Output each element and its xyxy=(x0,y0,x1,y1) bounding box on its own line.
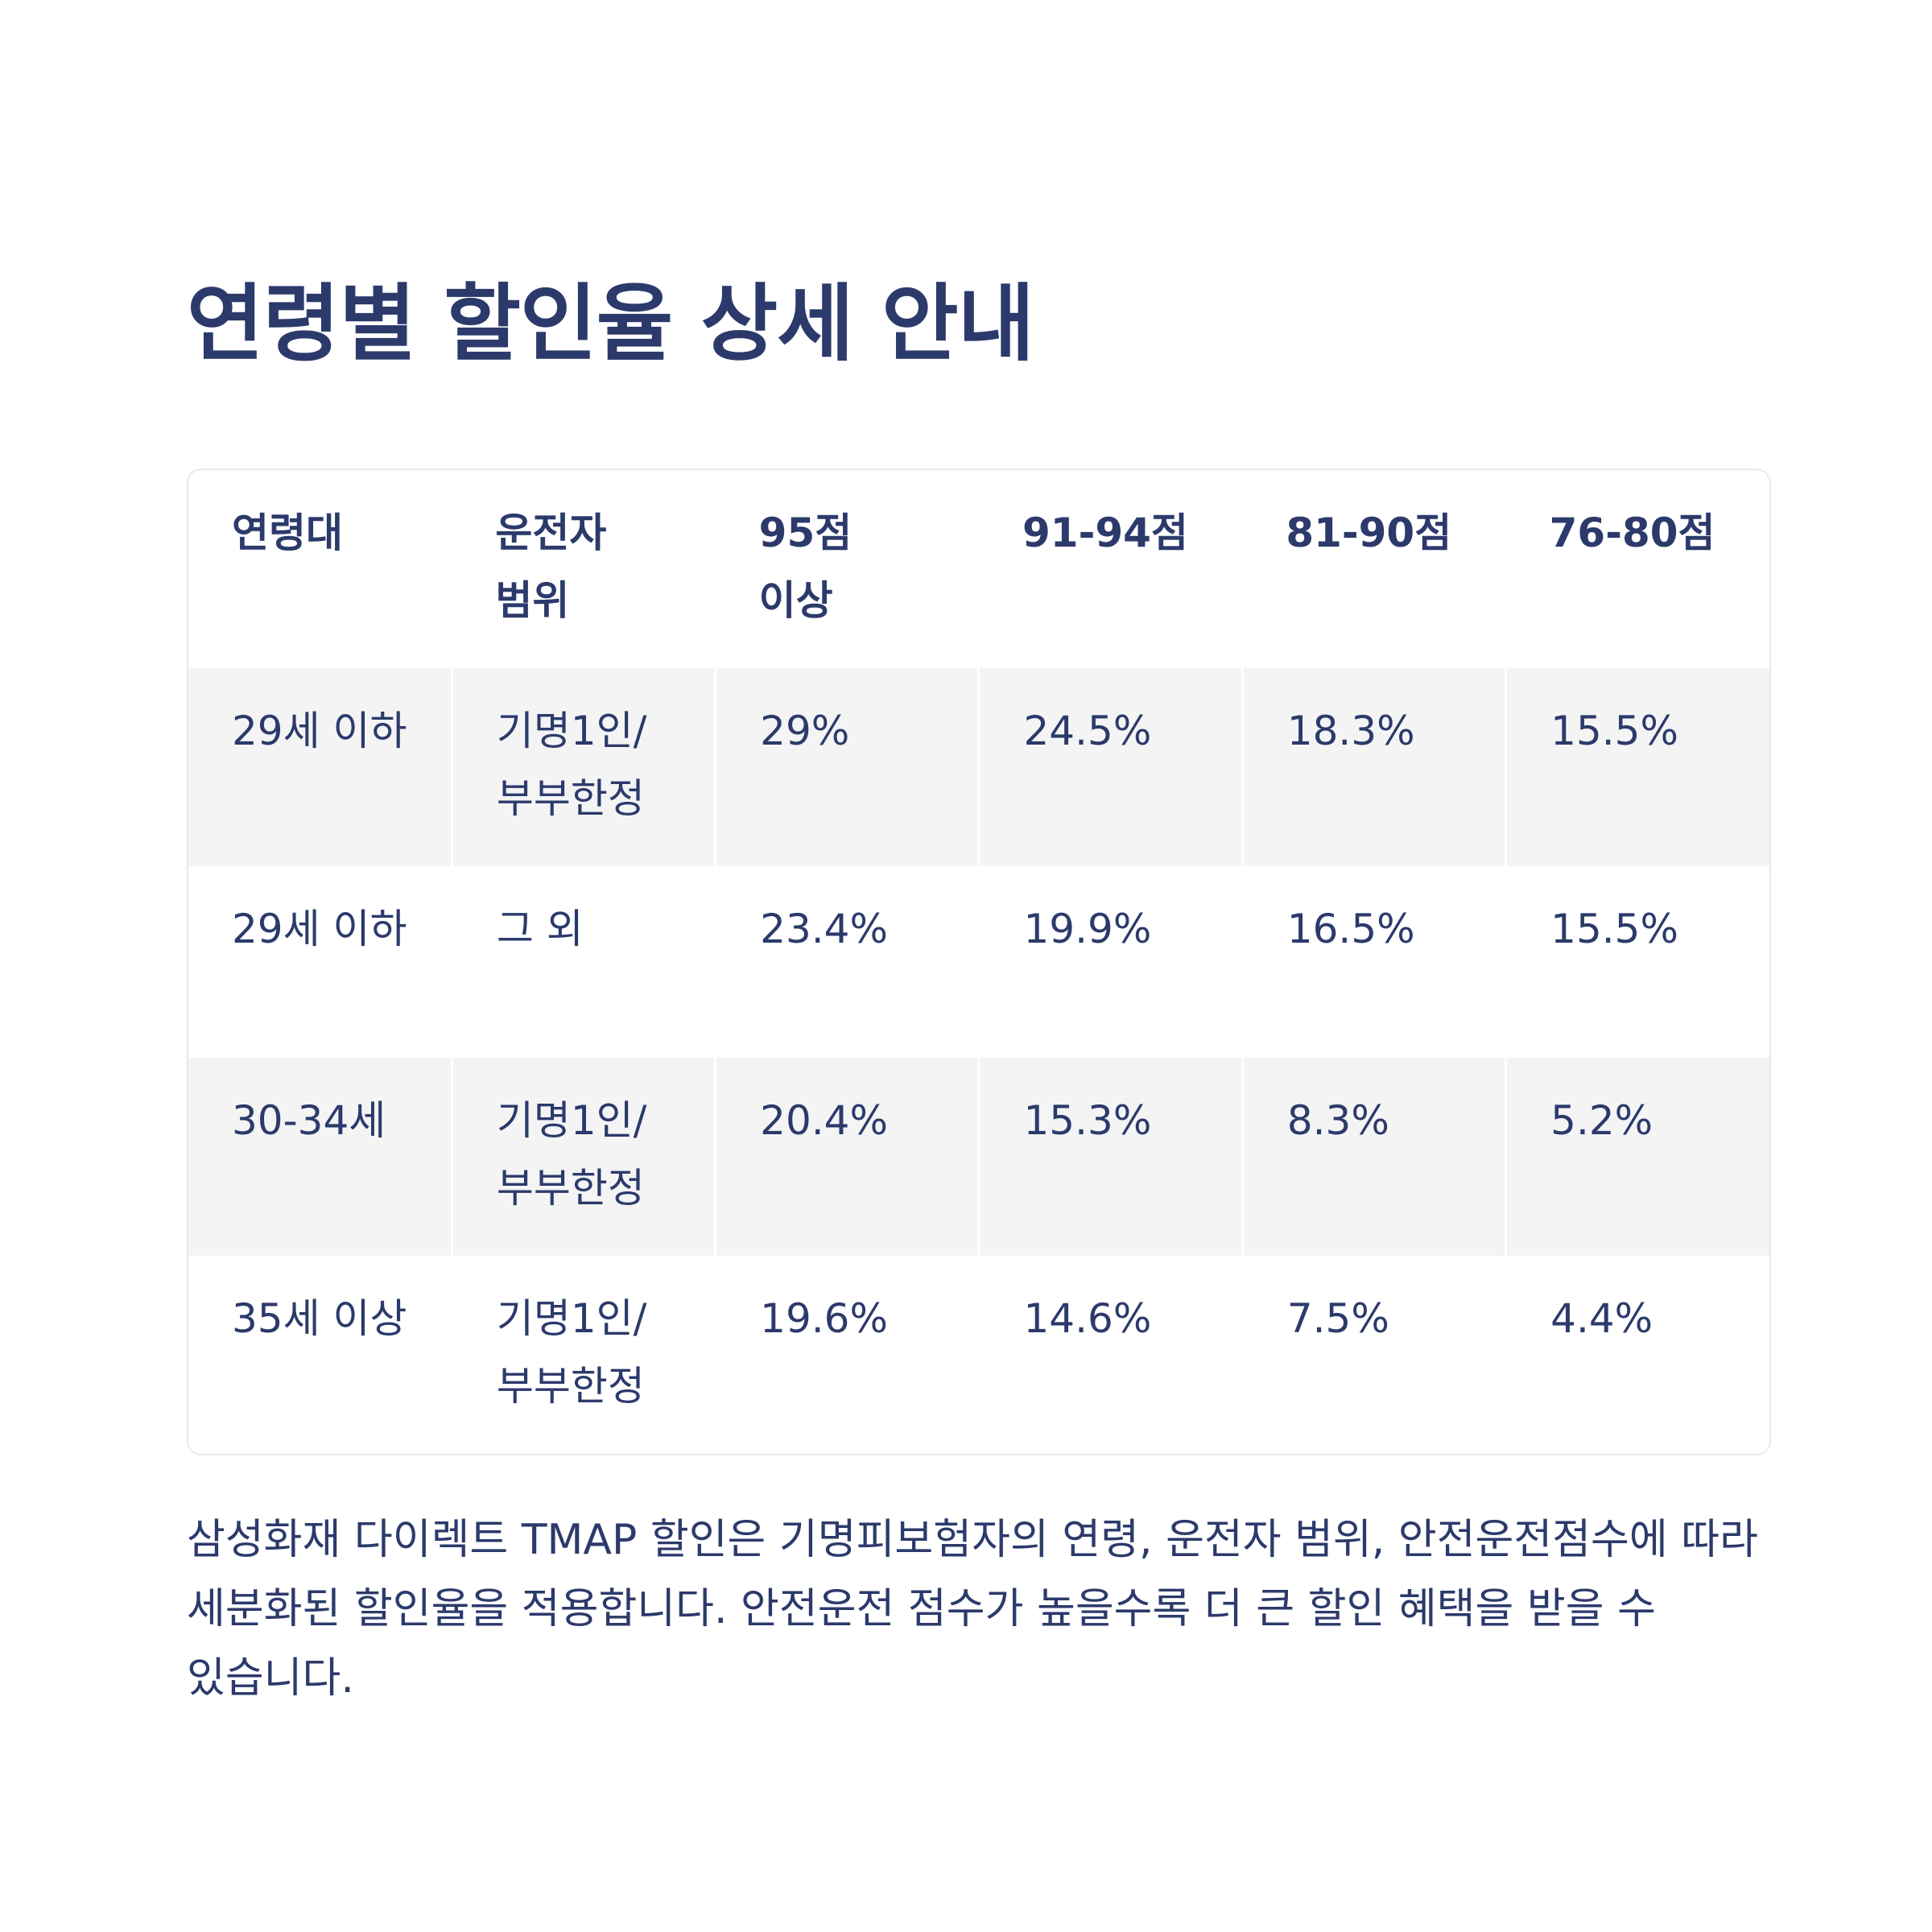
cell-rate-91-94: 24.5% xyxy=(977,668,1243,866)
discount-rate-table-container: 연령대 운전자 범위 95점 이상 91-94점 81-90점 76-80점 2… xyxy=(187,469,1771,1455)
table-row: 35세 이상 기명1인/부부한정 19.6% 14.6% 7.5% 4.4% xyxy=(188,1256,1769,1454)
cell-age-group: 29세 이하 xyxy=(188,866,452,1058)
table-row: 29세 이하 기명1인/부부한정 29% 24.5% 18.3% 15.5% xyxy=(188,668,1769,866)
description-text: 삼성화재 다이렉트 TMAP 할인은 기명피보험자의 연령, 운전자 범위, 안… xyxy=(187,1516,1758,1703)
cell-rate-81-90: 7.5% xyxy=(1241,1256,1506,1454)
cell-rate-95-plus: 23.4% xyxy=(714,866,979,1058)
cell-rate-91-94: 19.9% xyxy=(977,866,1243,1058)
page-title: 연령별 할인율 상세 안내 xyxy=(187,275,1034,373)
cell-rate-91-94: 14.6% xyxy=(977,1256,1243,1454)
cell-rate-76-80: 4.4% xyxy=(1505,1256,1769,1454)
cell-rate-81-90: 8.3% xyxy=(1241,1058,1506,1256)
header-score-91-94: 91-94점 xyxy=(978,470,1243,668)
cell-rate-76-80: 15.5% xyxy=(1505,866,1769,1058)
cell-driver-scope: 기명1인/부부한정 xyxy=(450,668,716,866)
cell-rate-91-94: 15.3% xyxy=(977,1058,1243,1256)
header-score-81-90: 81-90점 xyxy=(1242,470,1506,668)
cell-driver-scope: 기명1인/부부한정 xyxy=(450,1058,716,1256)
cell-rate-76-80: 15.5% xyxy=(1505,668,1769,866)
cell-rate-81-90: 18.3% xyxy=(1241,668,1506,866)
header-score-95-plus: 95점 이상 xyxy=(715,470,979,668)
cell-age-group: 35세 이상 xyxy=(188,1256,452,1454)
cell-rate-81-90: 16.5% xyxy=(1241,866,1506,1058)
header-age-group: 연령대 xyxy=(188,470,452,668)
cell-driver-scope: 그 외 xyxy=(450,866,716,1058)
cell-age-group: 29세 이하 xyxy=(188,668,452,866)
discount-rate-table: 연령대 운전자 범위 95점 이상 91-94점 81-90점 76-80점 2… xyxy=(188,470,1769,1454)
table-row: 30-34세 기명1인/부부한정 20.4% 15.3% 8.3% 5.2% xyxy=(188,1058,1769,1256)
cell-age-group: 30-34세 xyxy=(188,1058,452,1256)
header-score-76-80: 76-80점 xyxy=(1505,470,1769,668)
table-header-row: 연령대 운전자 범위 95점 이상 91-94점 81-90점 76-80점 xyxy=(188,470,1769,668)
cell-rate-76-80: 5.2% xyxy=(1505,1058,1769,1256)
cell-rate-95-plus: 29% xyxy=(714,668,979,866)
header-driver-scope: 운전자 범위 xyxy=(452,470,716,668)
cell-rate-95-plus: 20.4% xyxy=(714,1058,979,1256)
page-content: 연령별 할인율 상세 안내 연령대 운전자 범위 95점 이상 91-94점 8… xyxy=(187,274,1771,1713)
cell-driver-scope: 기명1인/부부한정 xyxy=(450,1256,716,1454)
table-row: 29세 이하 그 외 23.4% 19.9% 16.5% 15.5% xyxy=(188,866,1769,1058)
cell-rate-95-plus: 19.6% xyxy=(714,1256,979,1454)
